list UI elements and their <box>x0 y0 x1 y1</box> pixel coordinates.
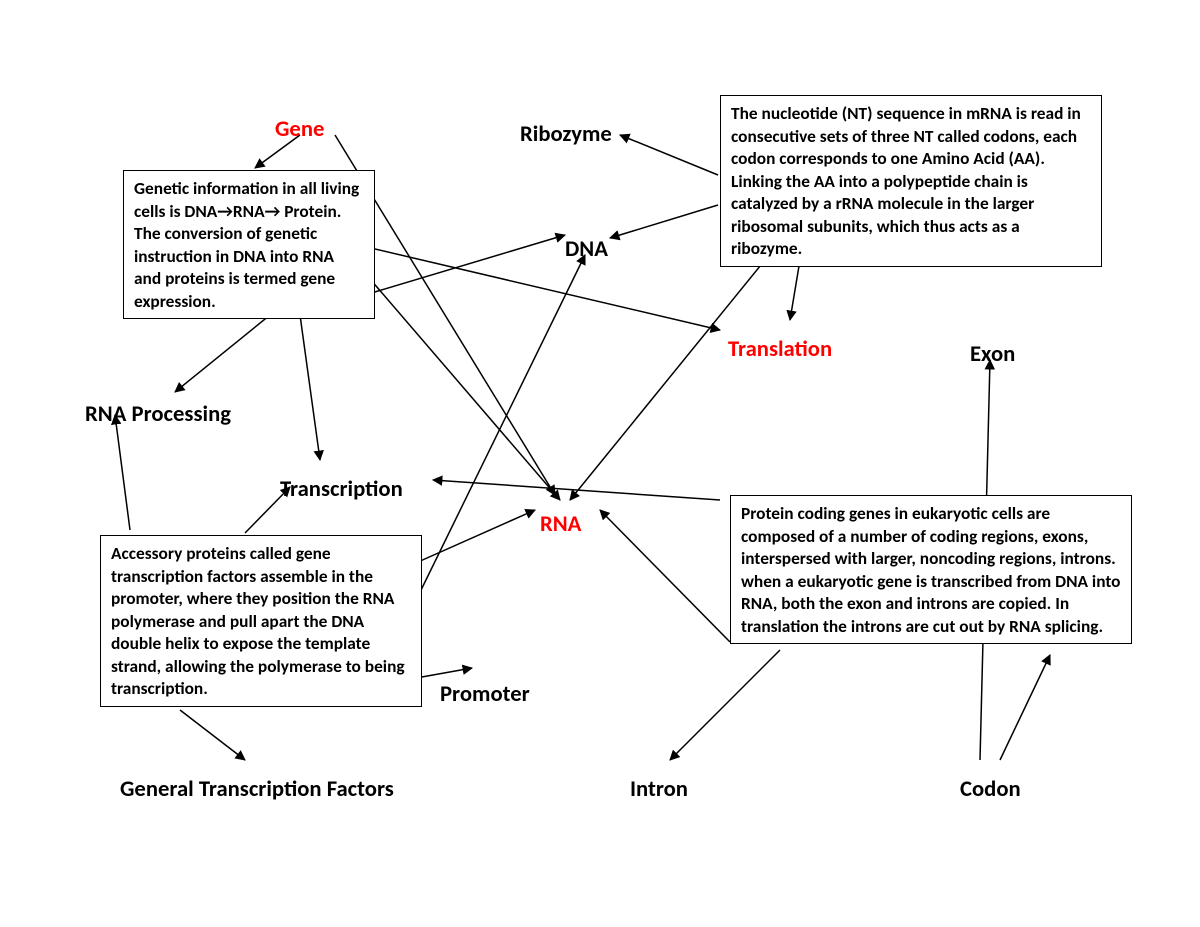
node-codon: Codon <box>960 775 1021 803</box>
node-ribozyme: Ribozyme <box>520 120 612 148</box>
box-ribozyme: The nucleotide (NT) sequence in mRNA is … <box>720 95 1102 267</box>
box-gene-expression: Genetic information in all living cells … <box>123 170 375 319</box>
node-general-transcription-factors: General Transcription Factors <box>120 775 394 803</box>
node-intron: Intron <box>630 775 688 803</box>
node-gene: Gene <box>275 115 324 143</box>
node-rna: RNA <box>540 510 581 538</box>
node-exon: Exon <box>970 340 1015 368</box>
node-promoter: Promoter <box>440 680 530 708</box>
box-exon-intron: Protein coding genes in eukaryotic cells… <box>730 495 1132 644</box>
box-transcription-factors: Accessory proteins called gene transcrip… <box>100 535 422 707</box>
node-translation: Translation <box>728 335 832 363</box>
node-transcription: Transcription <box>280 475 403 503</box>
node-rna-processing: RNA Processing <box>85 400 231 428</box>
node-dna: DNA <box>565 235 608 263</box>
